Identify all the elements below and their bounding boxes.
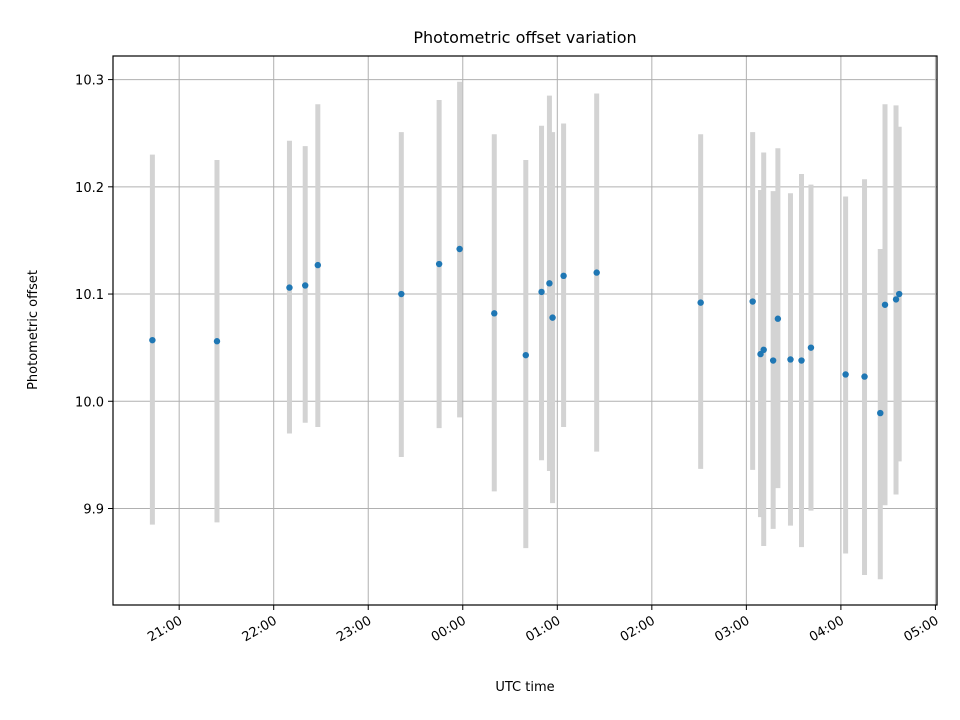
plot-frame (112, 55, 938, 606)
data-point (398, 290, 405, 298)
x-axis-label: UTC time (495, 680, 554, 695)
data-point (881, 301, 889, 308)
x-tick-label: 01:00 (523, 613, 563, 645)
data-point (769, 357, 777, 364)
data-point (842, 371, 849, 378)
data-point (538, 288, 545, 296)
data-point (697, 299, 704, 306)
x-axis-ticks: 21:00 22:00 23:00 00:00 01:00 02:00 03:00 04:00… (145, 605, 941, 645)
data-point (787, 356, 794, 363)
y-tick-label: 10.3 (75, 74, 104, 89)
x-tick-label: 05:00 (901, 613, 941, 645)
data-point (546, 280, 553, 287)
y-axis-ticks: 9.9 10.0 10.1 10.2 10.3 (75, 74, 113, 517)
data-point (491, 310, 498, 317)
y-axis-label: Photometric offset (26, 270, 41, 390)
data-point (760, 346, 767, 354)
data-point (549, 314, 556, 321)
x-tick-label: 22:00 (240, 613, 280, 645)
y-tick-label: 10.2 (75, 181, 104, 196)
y-tick-label: 9.9 (83, 502, 104, 517)
x-tick-label: 00:00 (429, 613, 469, 645)
data-point (286, 284, 293, 291)
x-tick-label: 02:00 (618, 613, 658, 645)
data-point (593, 269, 600, 276)
data-point (892, 296, 900, 303)
x-tick-label: 23:00 (334, 613, 374, 645)
x-tick-label: 21:00 (145, 613, 185, 645)
data-point (213, 338, 221, 345)
x-tick-label: 03:00 (712, 613, 752, 645)
data-point (314, 261, 322, 269)
data-point (861, 373, 868, 380)
data-point (798, 357, 805, 364)
data-point (774, 315, 782, 322)
y-tick-label: 10.1 (75, 288, 104, 303)
data-point (456, 245, 463, 253)
data-point (149, 336, 156, 344)
data-points (149, 245, 903, 417)
data-point (807, 344, 815, 351)
y-tick-label: 10.0 (75, 395, 104, 410)
data-point (895, 290, 903, 298)
data-point (560, 272, 567, 280)
chart-title: Photometric offset variation (413, 28, 636, 47)
data-point (302, 282, 309, 289)
data-point (522, 351, 529, 359)
x-tick-label: 04:00 (807, 613, 847, 645)
error-bars (149, 81, 902, 580)
data-point (749, 298, 756, 305)
data-point (877, 409, 884, 417)
data-point (435, 260, 443, 268)
